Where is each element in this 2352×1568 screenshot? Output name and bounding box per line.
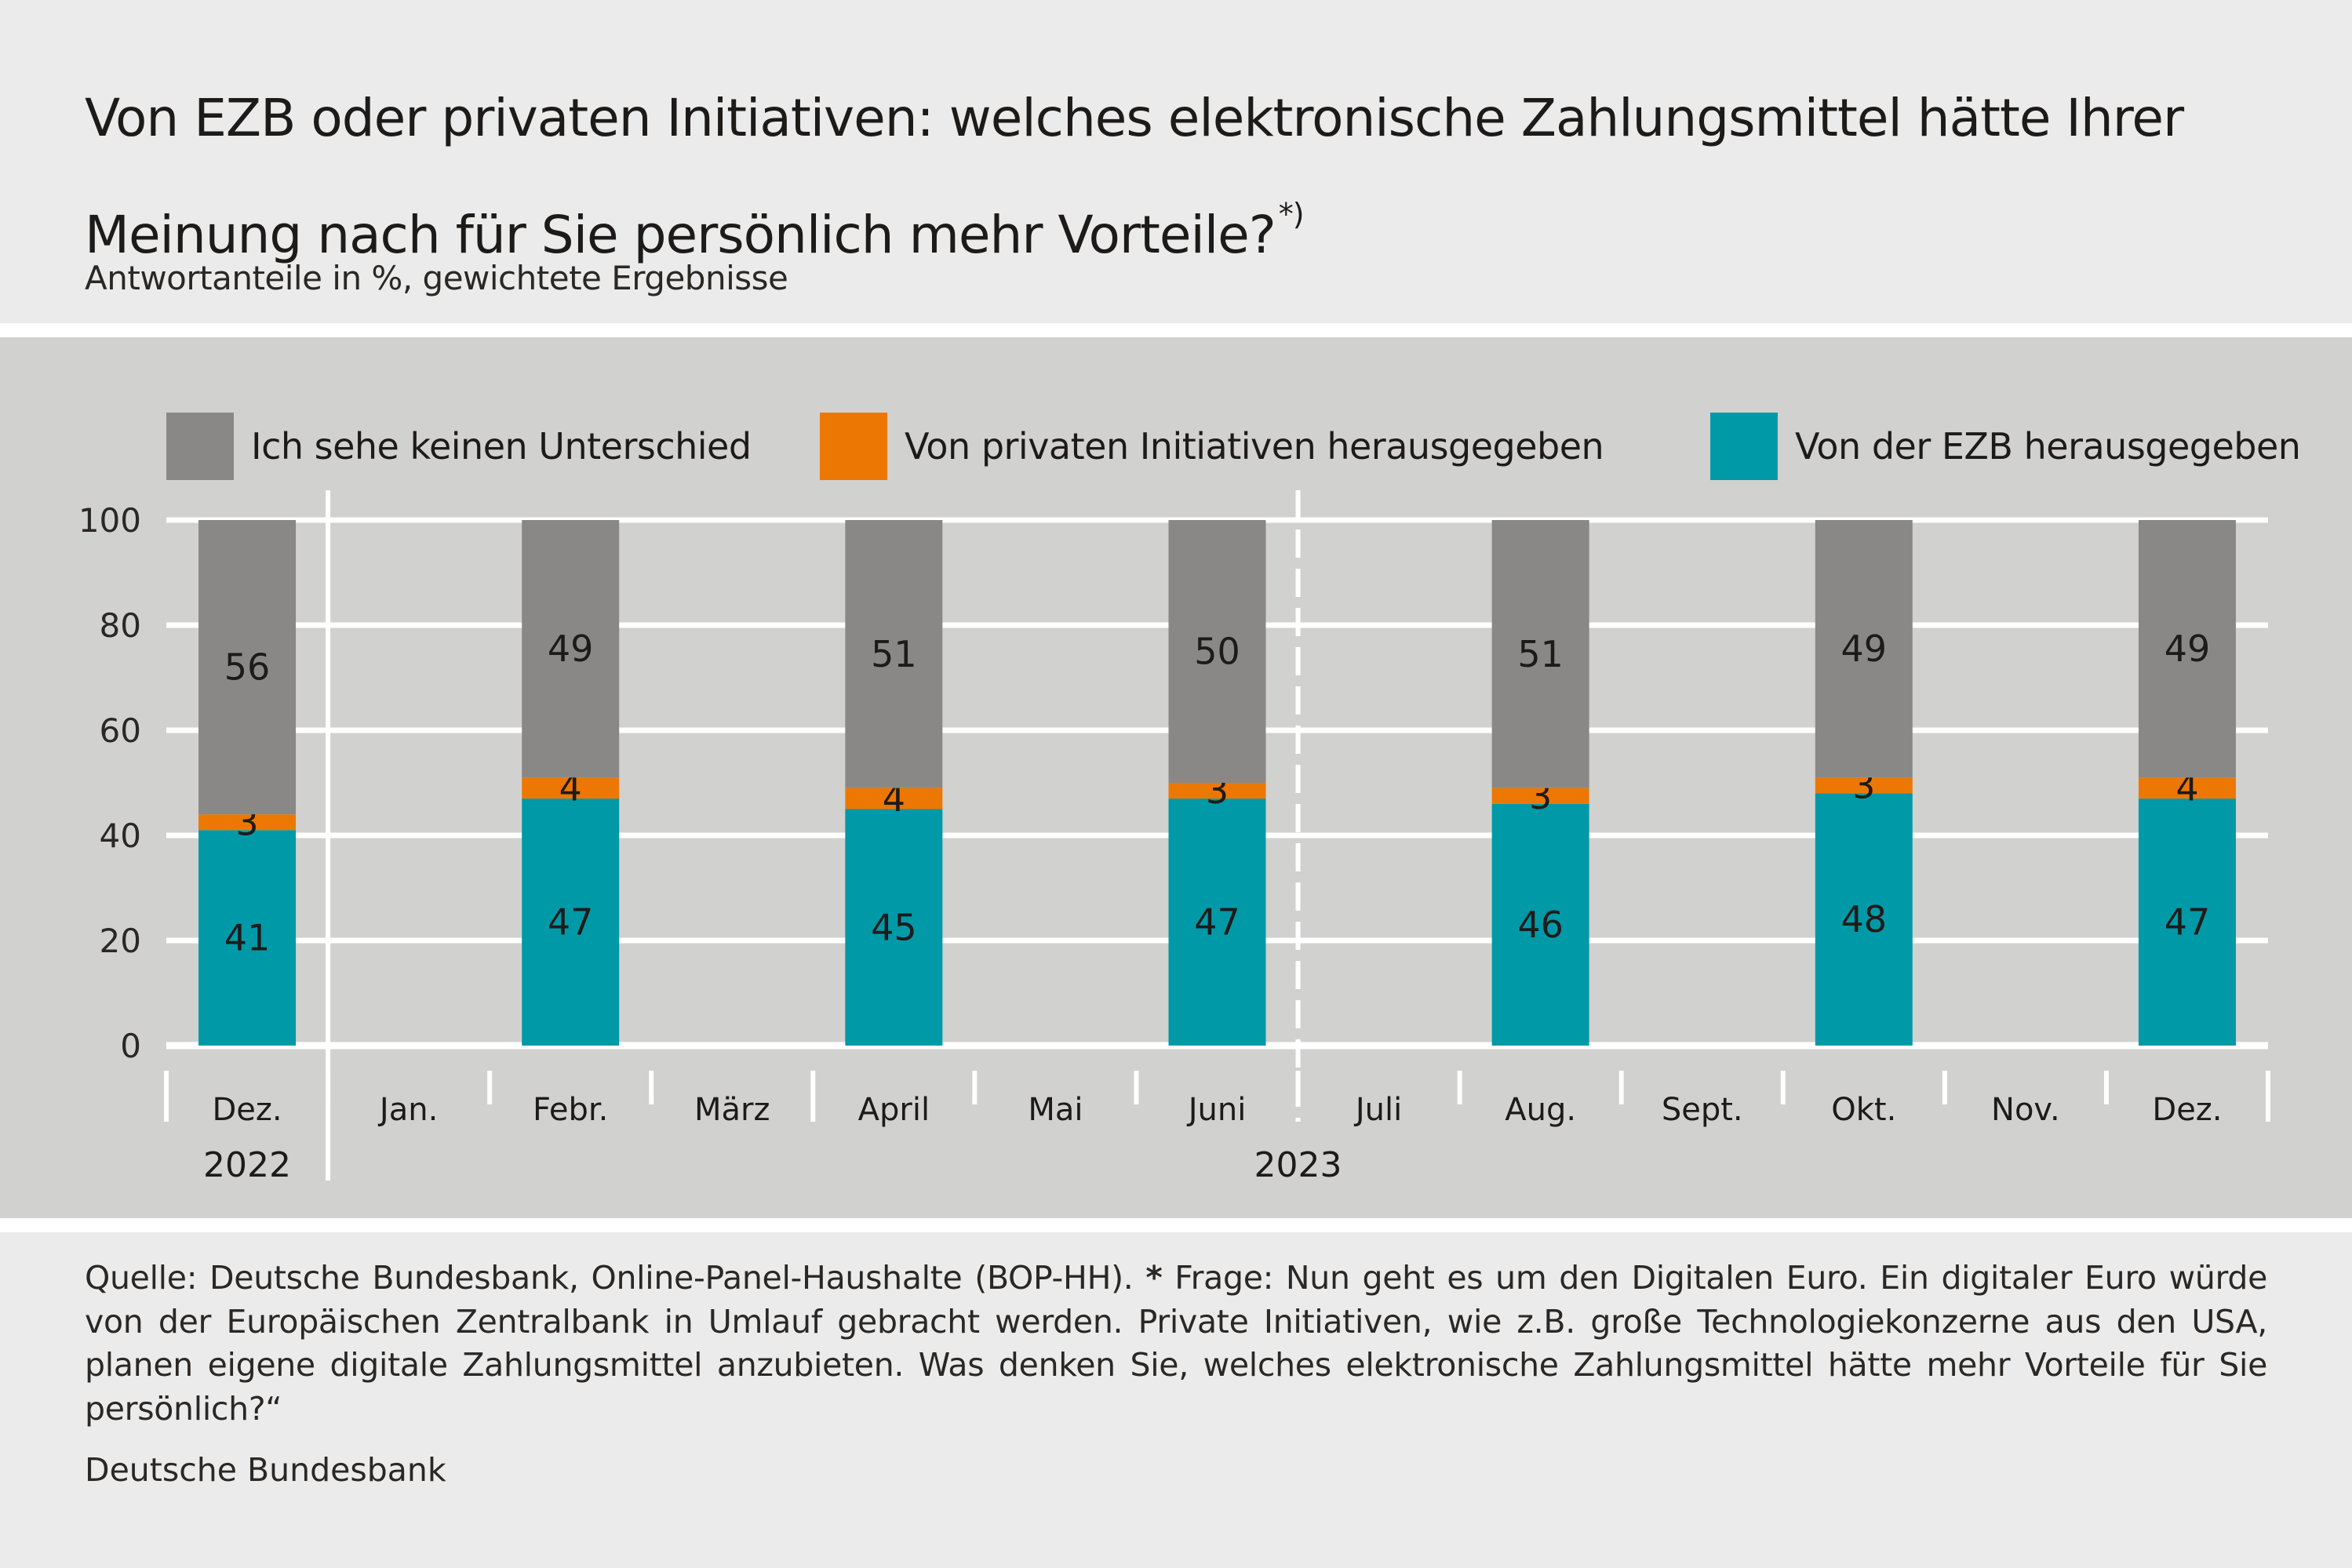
question-marker: *	[1145, 1259, 1163, 1297]
bar-segment-private	[1491, 788, 1589, 804]
data-label-ecb: 47	[548, 901, 594, 944]
x-month-label: Sept.	[1662, 1092, 1743, 1128]
x-month-label: Juni	[1186, 1092, 1247, 1128]
footnote: Quelle: Deutsche Bundesbank, Online-Pane…	[85, 1257, 2267, 1431]
bar-segment-private	[2138, 777, 2236, 799]
x-month-label: Juli	[1353, 1092, 1402, 1128]
title-footnote-marker: *)	[1278, 197, 1305, 231]
data-label-no_difference: 49	[2164, 628, 2211, 670]
x-year-label: 2022	[203, 1145, 291, 1185]
bar-segment-private	[522, 777, 620, 799]
chart-subtitle: Antwortanteile in %, gewichtete Ergebnis…	[85, 259, 788, 297]
chart-title: Von EZB oder privaten Initiativen: welch…	[85, 71, 2281, 283]
bar-segment-ecb	[522, 799, 620, 1046]
divider-top	[0, 323, 2352, 337]
bar-segment-private	[198, 814, 297, 831]
data-label-no_difference: 56	[224, 646, 271, 689]
x-month-label: Dez.	[2152, 1092, 2222, 1128]
y-tick-label: 60	[100, 711, 141, 750]
bar-segment-ecb	[1815, 793, 1913, 1046]
chart-title-text: Von EZB oder privaten Initiativen: welch…	[85, 88, 2184, 265]
bar-segment-no_difference	[1168, 520, 1266, 783]
legend-label-no-difference: Ich sehe keinen Unterschied	[251, 425, 752, 467]
data-label-no_difference: 49	[1841, 628, 1888, 670]
bar-segment-no_difference	[1491, 520, 1589, 788]
bar-segment-private	[1168, 783, 1266, 799]
bar-segment-no_difference	[2138, 520, 2236, 778]
y-tick-label: 0	[120, 1027, 141, 1065]
bar-segment-ecb	[1168, 799, 1266, 1046]
bar-segment-private	[845, 788, 943, 809]
data-label-ecb: 47	[1194, 901, 1240, 944]
data-label-no_difference: 51	[871, 633, 917, 675]
x-month-label: Nov.	[1991, 1092, 2060, 1128]
x-month-label: Aug.	[1505, 1092, 1576, 1128]
data-label-no_difference: 49	[548, 628, 594, 670]
y-tick-label: 40	[100, 817, 141, 855]
data-label-ecb: 47	[2164, 901, 2211, 944]
legend-item-private: Von privaten Initiativen herausgegeben	[820, 413, 1604, 480]
data-label-no_difference: 51	[1517, 633, 1564, 675]
bar-segment-ecb	[2138, 799, 2236, 1046]
bar-segment-no_difference	[522, 520, 620, 778]
data-label-ecb: 46	[1517, 904, 1564, 946]
y-tick-label: 100	[78, 501, 141, 540]
bar-segment-no_difference	[198, 520, 297, 815]
bar-segment-ecb	[1491, 803, 1589, 1046]
y-tick-label: 20	[100, 922, 141, 960]
x-month-label: Okt.	[1831, 1092, 1896, 1128]
bar-segment-private	[1815, 777, 1913, 794]
question-text: Frage: Nun geht es um den Digitalen Euro…	[85, 1259, 2267, 1428]
x-month-label: März	[694, 1092, 770, 1128]
legend-label-ecb: Von der EZB herausgegeben	[1795, 425, 2301, 467]
bar-segment-ecb	[198, 830, 297, 1046]
x-month-label: Febr.	[533, 1092, 608, 1128]
data-label-ecb: 41	[224, 917, 271, 959]
legend-item-ecb: Von der EZB herausgegeben	[1710, 413, 2301, 480]
bar-segment-no_difference	[845, 520, 943, 788]
x-month-label: Mai	[1028, 1092, 1083, 1128]
data-label-ecb: 45	[871, 906, 917, 948]
data-label-ecb: 48	[1841, 898, 1888, 940]
x-year-label: 2023	[1254, 1145, 1342, 1185]
data-label-no_difference: 50	[1194, 631, 1240, 673]
source-organization: Deutsche Bundesbank	[85, 1451, 446, 1489]
bar-segment-no_difference	[1815, 520, 1913, 778]
x-month-label: Dez.	[212, 1092, 282, 1128]
legend-swatch-no-difference	[166, 413, 234, 480]
y-tick-label: 80	[100, 606, 141, 645]
bar-segment-ecb	[845, 809, 943, 1046]
legend-label-private: Von privaten Initiativen herausgegeben	[905, 425, 1604, 467]
x-month-label: April	[858, 1092, 930, 1128]
legend-item-no-difference: Ich sehe keinen Unterschied	[166, 413, 752, 480]
source-text: Quelle: Deutsche Bundesbank, Online-Pane…	[85, 1259, 1146, 1297]
divider-bottom	[0, 1218, 2352, 1232]
x-month-label: Jan.	[377, 1092, 438, 1128]
legend-swatch-ecb	[1710, 413, 1778, 480]
legend-swatch-private	[820, 413, 887, 480]
